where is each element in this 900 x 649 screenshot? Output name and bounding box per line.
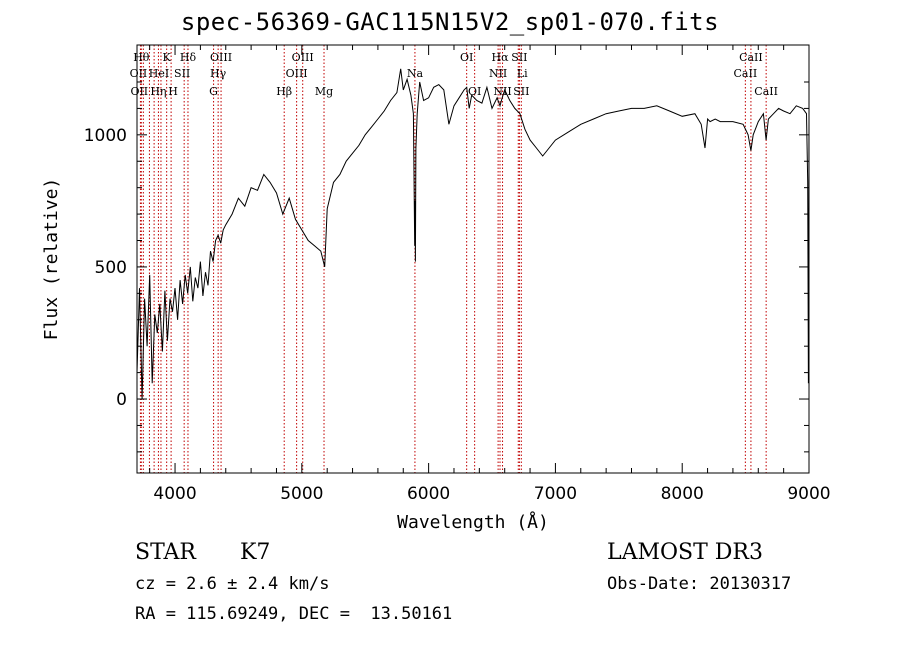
spectrum-line (136, 68, 810, 400)
y-tick-label: 0 (116, 390, 127, 410)
spectral-line-label: Hθ (133, 51, 150, 64)
spectral-line-label: Mg (315, 85, 333, 98)
object-subclass: K7 (240, 540, 271, 565)
spectral-line-label: Hγ (210, 67, 227, 80)
spectral-line-label: Na (407, 67, 424, 80)
coordinates-text: RA = 115.69249, DEC = 13.50161 (135, 604, 453, 624)
x-tick-label: 6000 (407, 484, 450, 504)
survey-name: LAMOST DR3 (607, 540, 763, 565)
axes-layer: 4000 5000 6000 7000 8000 9000 0 500 1000 (84, 45, 831, 504)
y-tick-label: 500 (95, 258, 127, 278)
spectral-line-label: K (163, 51, 172, 64)
x-tick-label: 8000 (661, 484, 704, 504)
spectral-line-label: OIII (210, 51, 232, 64)
spectral-line-label: G (209, 85, 218, 98)
spectral-line-label: Hη (150, 85, 166, 98)
spectral-line-label: HeI (149, 67, 169, 80)
x-tick-label: 5000 (280, 484, 323, 504)
spectral-line-label: NII (493, 85, 511, 98)
spectral-line-label: SII (511, 51, 527, 64)
spectral-line-label: CaII (734, 67, 758, 80)
obs-date: Obs-Date: 20130317 (607, 574, 792, 594)
spectral-line-label: OI (468, 85, 481, 98)
x-tick-label: 4000 (153, 484, 196, 504)
spectral-line-label: Hα (491, 51, 509, 64)
y-tick-label: 1000 (84, 126, 127, 146)
x-tick-label: 9000 (787, 484, 830, 504)
chart-title: spec-56369-GAC115N15V2_sp01-070.fits (180, 8, 720, 36)
y-axis-label: Flux (relative) (41, 178, 62, 341)
spectral-line-label: OII (130, 67, 148, 80)
spectral-line-label: OII (130, 85, 148, 98)
spectral-lines-layer (139, 45, 767, 473)
x-tick-label: 7000 (534, 484, 577, 504)
spectral-line-label: CaII (739, 51, 763, 64)
spectral-line-label: CaII (754, 85, 778, 98)
spectral-line-label: SII (174, 67, 190, 80)
spectral-line-label: Li (517, 67, 528, 80)
plot-frame (136, 44, 810, 474)
object-type: STAR (135, 540, 196, 565)
spectral-line-label: SII (513, 85, 529, 98)
spectral-line-label: Hβ (276, 85, 292, 98)
redshift-text: cz = 2.6 ± 2.4 km/s (135, 574, 330, 594)
spectral-line-label: Hδ (180, 51, 197, 64)
x-axis-label: Wavelength (Å) (397, 511, 549, 533)
spectral-line-label: NII (489, 67, 507, 80)
spectral-line-label: OIII (292, 51, 314, 64)
spectral-line-label: OIII (286, 67, 308, 80)
spectral-line-label: H (168, 85, 178, 98)
spectral-line-label: OI (460, 51, 473, 64)
